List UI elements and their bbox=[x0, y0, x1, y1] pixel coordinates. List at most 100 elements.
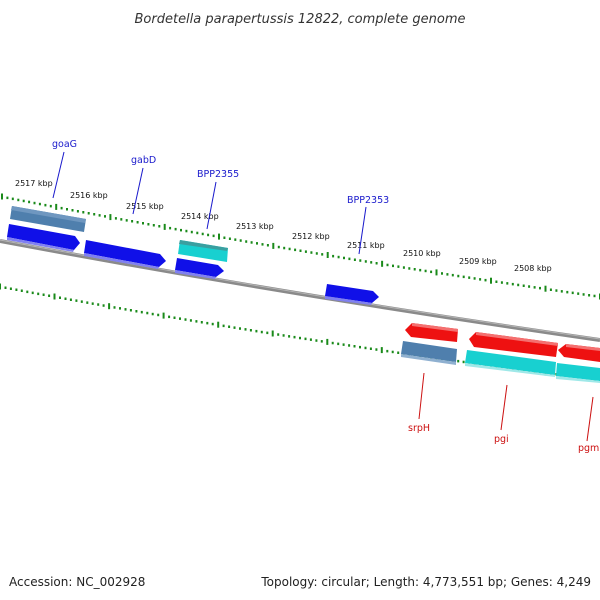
minus-label-leaders bbox=[418, 372, 594, 442]
minor-tick bbox=[136, 221, 139, 224]
minor-tick bbox=[299, 249, 302, 252]
minor-tick bbox=[147, 223, 150, 226]
feature-pgm-cds[interactable] bbox=[558, 344, 600, 362]
minor-tick bbox=[158, 225, 161, 228]
gene-label-goaG[interactable]: goaG bbox=[52, 139, 77, 150]
minor-tick bbox=[233, 326, 236, 329]
minor-tick bbox=[397, 265, 400, 268]
minor-tick bbox=[113, 306, 116, 309]
minor-tick bbox=[484, 278, 487, 282]
scale-label: 2514 kbp bbox=[181, 212, 219, 221]
minor-tick bbox=[104, 215, 106, 218]
major-tick bbox=[109, 214, 112, 221]
minor-tick bbox=[332, 254, 335, 258]
minor-tick bbox=[451, 273, 454, 277]
minor-tick bbox=[528, 285, 531, 288]
minor-tick bbox=[190, 230, 193, 234]
minor-tick bbox=[140, 310, 143, 314]
scale-label: 2509 kbp bbox=[459, 257, 497, 266]
minor-tick bbox=[169, 226, 172, 230]
minor-tick bbox=[152, 224, 155, 227]
minor-tick bbox=[75, 299, 78, 302]
minor-tick bbox=[337, 255, 340, 259]
plus-label-leaders bbox=[52, 151, 367, 255]
feature-pgm-rna[interactable] bbox=[556, 363, 600, 383]
feature-BPP2355-rna[interactable] bbox=[178, 240, 228, 262]
major-tick bbox=[53, 293, 56, 300]
minor-tick bbox=[321, 253, 324, 256]
feature-gabD[interactable] bbox=[84, 240, 166, 269]
minor-tick bbox=[539, 286, 541, 290]
minor-tick bbox=[48, 294, 51, 297]
minor-tick bbox=[129, 309, 132, 312]
minor-tick bbox=[522, 284, 525, 287]
minor-tick bbox=[200, 321, 203, 324]
minor-tick bbox=[173, 316, 176, 319]
major-tick bbox=[381, 260, 384, 267]
minor-tick bbox=[64, 297, 67, 300]
minor-tick bbox=[26, 290, 29, 294]
minor-tick bbox=[304, 337, 307, 341]
major-tick bbox=[544, 285, 547, 292]
minor-tick bbox=[185, 229, 188, 233]
minor-tick bbox=[582, 293, 585, 296]
major-tick bbox=[162, 312, 165, 319]
feature-BPP2353[interactable] bbox=[325, 284, 379, 305]
minor-tick bbox=[239, 327, 241, 330]
outer-scale-track bbox=[1, 193, 600, 300]
feature-srpH[interactable] bbox=[401, 341, 457, 365]
minor-tick bbox=[397, 351, 400, 354]
feature-goaG[interactable] bbox=[10, 206, 86, 232]
minor-tick bbox=[114, 217, 117, 220]
minor-tick bbox=[294, 248, 297, 252]
minor-tick bbox=[102, 304, 105, 307]
minor-tick bbox=[239, 239, 242, 242]
minor-tick bbox=[386, 263, 389, 267]
minor-tick bbox=[4, 286, 7, 289]
minor-tick bbox=[15, 288, 18, 291]
minor-tick bbox=[250, 241, 253, 244]
minor-tick bbox=[184, 318, 187, 321]
feature-pgi-cds[interactable] bbox=[469, 332, 558, 357]
minor-tick bbox=[391, 350, 394, 354]
minor-tick bbox=[413, 268, 416, 271]
minor-tick bbox=[457, 274, 460, 278]
feature-srpH-cds[interactable] bbox=[405, 323, 458, 342]
minor-tick bbox=[22, 199, 25, 203]
minor-tick bbox=[256, 242, 258, 245]
minor-tick bbox=[462, 360, 465, 364]
major-tick bbox=[217, 321, 220, 328]
minor-tick bbox=[310, 251, 313, 254]
genome-backbone bbox=[0, 239, 600, 342]
minor-tick bbox=[142, 222, 144, 225]
minor-tick bbox=[49, 204, 52, 208]
minor-tick bbox=[348, 257, 351, 261]
gene-label-BPP2353[interactable]: BPP2353 bbox=[347, 195, 389, 206]
gene-label-pgm[interactable]: pgm bbox=[578, 443, 599, 454]
gene-label-pgi[interactable]: pgi bbox=[494, 434, 509, 445]
minor-tick bbox=[228, 237, 231, 240]
major-tick bbox=[435, 269, 438, 276]
scale-label: 2517 kbp bbox=[15, 179, 53, 188]
minor-tick bbox=[82, 211, 85, 214]
minor-tick bbox=[457, 359, 460, 363]
minor-tick bbox=[20, 289, 23, 292]
minor-tick bbox=[60, 206, 63, 210]
major-tick bbox=[380, 347, 383, 354]
feature-goaG-cds[interactable] bbox=[7, 224, 80, 252]
gene-label-srpH[interactable]: srpH bbox=[408, 423, 430, 434]
feature-pgi-rna[interactable] bbox=[465, 350, 556, 377]
minor-tick bbox=[359, 345, 361, 349]
minor-tick bbox=[234, 238, 237, 241]
minor-tick bbox=[135, 310, 138, 313]
minor-tick bbox=[179, 317, 181, 320]
minor-tick bbox=[76, 210, 79, 213]
minor-tick bbox=[571, 291, 574, 295]
minor-tick bbox=[261, 243, 264, 246]
gene-label-BPP2355[interactable]: BPP2355 bbox=[197, 169, 239, 180]
minor-tick bbox=[402, 266, 405, 269]
minor-tick bbox=[369, 347, 372, 350]
gene-label-gabD[interactable]: gabD bbox=[131, 155, 156, 166]
minor-tick bbox=[80, 300, 83, 303]
feature-BPP2355-cds[interactable] bbox=[175, 258, 224, 279]
